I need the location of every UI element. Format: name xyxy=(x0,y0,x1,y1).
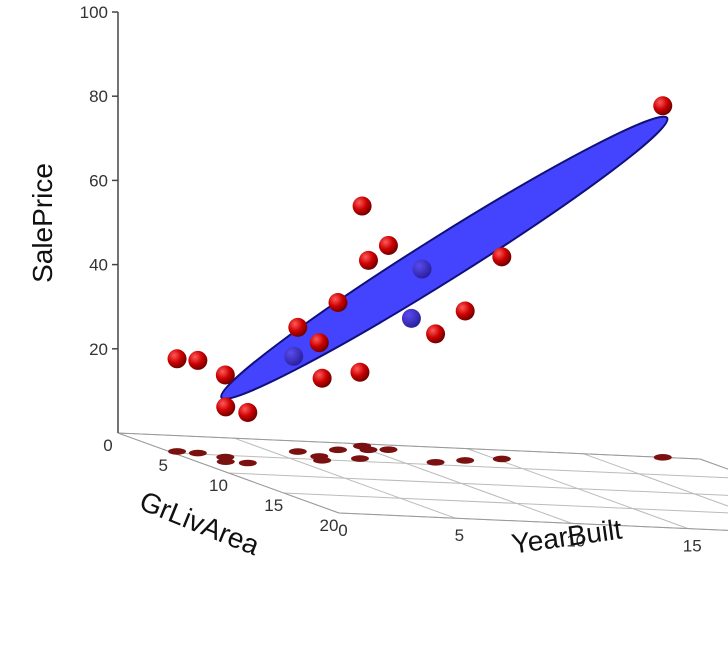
data-point xyxy=(216,365,235,384)
floor-shadow xyxy=(329,447,347,454)
y-tick-label: 5 xyxy=(159,456,168,475)
data-point xyxy=(168,349,187,368)
projected-point xyxy=(402,309,421,328)
floor-shadow xyxy=(654,454,672,461)
floor-shadow xyxy=(289,448,307,455)
floor-shadow xyxy=(168,448,186,455)
data-point xyxy=(359,251,378,270)
floor-shadow xyxy=(427,459,445,466)
floor-shadow xyxy=(379,446,397,453)
data-point xyxy=(328,293,347,312)
y-tick-label: 10 xyxy=(209,476,228,495)
projected-point xyxy=(284,347,303,366)
floor-grid-line-y xyxy=(229,473,728,499)
floor-grid-line-y xyxy=(284,493,728,519)
data-point xyxy=(350,363,369,382)
data-point xyxy=(379,236,398,255)
z-tick-label: 60 xyxy=(89,171,108,190)
y-tick-label: 15 xyxy=(264,496,283,515)
floor-grid-line-x xyxy=(700,459,728,539)
x-tick-label: 5 xyxy=(455,526,464,545)
projected-point xyxy=(413,260,432,279)
floor-shadow xyxy=(456,457,474,464)
floor-shadow xyxy=(217,458,235,465)
y-tick-label: 20 xyxy=(320,516,339,535)
x-tick-label: 15 xyxy=(683,537,702,556)
z-tick-label: 80 xyxy=(89,87,108,106)
data-point xyxy=(216,397,235,416)
x-axis-label: YearBuilt xyxy=(510,513,624,559)
data-point xyxy=(313,369,332,388)
floor-shadow xyxy=(239,460,257,467)
z-tick-label: 40 xyxy=(89,256,108,275)
floor-shadow xyxy=(359,447,377,454)
z-axis-label: SalePrice xyxy=(27,163,58,283)
y-tick-label: 0 xyxy=(103,436,112,455)
x-tick-label: 0 xyxy=(338,521,347,540)
floor-shadow xyxy=(189,450,207,457)
y-axis-label: GrLivArea xyxy=(135,485,264,561)
data-point xyxy=(238,403,257,422)
data-point xyxy=(188,351,207,370)
floor-shadow xyxy=(493,456,511,463)
regression-ellipse xyxy=(210,99,679,416)
floor-shadow xyxy=(351,455,369,462)
ellipse-shape xyxy=(210,99,679,416)
z-axis: 20 40 60 80 100 xyxy=(80,3,118,433)
data-point xyxy=(653,96,672,115)
floor-shadow xyxy=(313,457,331,464)
z-tick-label: 20 xyxy=(89,340,108,359)
data-point xyxy=(353,197,372,216)
data-point xyxy=(426,324,445,343)
z-tick-label: 100 xyxy=(80,3,108,22)
data-point xyxy=(456,301,475,320)
data-point xyxy=(288,318,307,337)
data-point xyxy=(310,333,329,352)
data-point xyxy=(492,247,511,266)
